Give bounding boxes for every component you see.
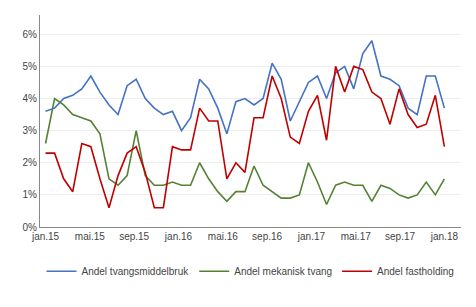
svg-text:sep.17: sep.17 bbox=[385, 231, 415, 242]
svg-text:0%: 0% bbox=[23, 222, 38, 233]
svg-text:Andel fastholding: Andel fastholding bbox=[377, 266, 454, 277]
svg-text:jan.15: jan.15 bbox=[31, 231, 60, 242]
svg-text:4%: 4% bbox=[23, 93, 38, 104]
svg-text:jan.16: jan.16 bbox=[164, 231, 193, 242]
svg-text:6%: 6% bbox=[23, 29, 38, 40]
svg-text:jan.17: jan.17 bbox=[297, 231, 326, 242]
svg-text:mai.17: mai.17 bbox=[341, 231, 371, 242]
svg-text:1%: 1% bbox=[23, 189, 38, 200]
svg-text:2%: 2% bbox=[23, 157, 38, 168]
svg-text:mai.15: mai.15 bbox=[75, 231, 105, 242]
svg-text:sep.16: sep.16 bbox=[252, 231, 282, 242]
svg-text:jan.18: jan.18 bbox=[430, 231, 459, 242]
svg-text:mai.16: mai.16 bbox=[208, 231, 238, 242]
svg-text:3%: 3% bbox=[23, 125, 38, 136]
svg-text:Andel tvangsmiddelbruk: Andel tvangsmiddelbruk bbox=[82, 266, 190, 277]
svg-text:sep.15: sep.15 bbox=[119, 231, 149, 242]
svg-text:Andel mekanisk tvang: Andel mekanisk tvang bbox=[234, 266, 332, 277]
svg-text:5%: 5% bbox=[23, 61, 38, 72]
